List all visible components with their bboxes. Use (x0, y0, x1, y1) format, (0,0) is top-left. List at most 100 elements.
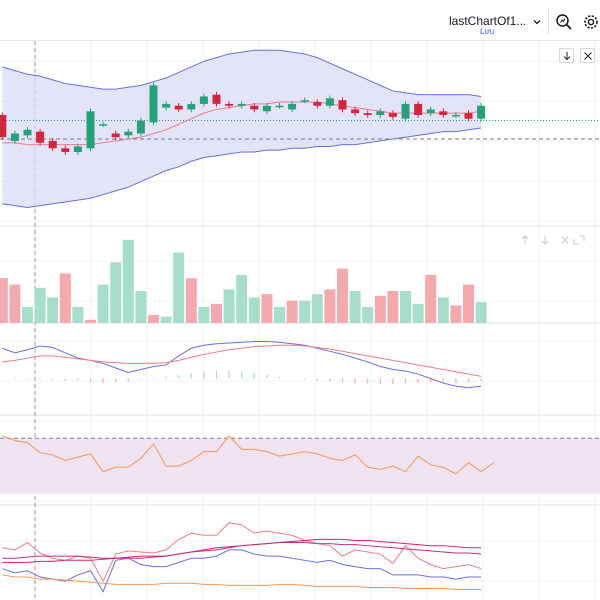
delete-pane-icon[interactable] (561, 236, 569, 244)
oscillator-line (2, 574, 482, 591)
volume-bar (337, 268, 348, 323)
candle-body (363, 113, 372, 115)
volume-bar (475, 302, 487, 323)
pane-controls (515, 233, 585, 247)
oscillator-line (2, 538, 482, 563)
candle-body (36, 131, 45, 143)
candle-body (136, 120, 145, 134)
chart-canvas[interactable] (0, 41, 600, 600)
candle-body (162, 103, 171, 108)
candle-body (262, 105, 271, 112)
candle-body (48, 140, 57, 149)
candle-body (376, 111, 385, 115)
candle-body (313, 102, 322, 106)
candle-body (174, 105, 183, 110)
gear-icon[interactable] (582, 12, 600, 32)
volume-bar (110, 262, 122, 323)
candle-body (250, 105, 259, 110)
volume-bar (349, 291, 361, 323)
candle-body (275, 105, 284, 108)
candle-body (99, 124, 108, 126)
candle-body (451, 115, 460, 117)
volume-bar (362, 307, 374, 323)
candle-body (212, 94, 221, 104)
volume-bar (412, 303, 424, 323)
candle-body (10, 133, 19, 141)
volume-bar (9, 284, 21, 323)
volume-bar (223, 289, 235, 323)
oscillator-line (2, 549, 482, 593)
volume-bar (299, 300, 311, 323)
candle-body (426, 109, 435, 114)
candle-body (149, 85, 158, 123)
candle-body (477, 105, 486, 119)
volume-bar (274, 307, 285, 323)
candle-body (325, 98, 334, 106)
volume-bar (34, 287, 46, 323)
volume-bar (236, 275, 248, 323)
volume-bar (324, 289, 336, 323)
volume-bar (72, 307, 84, 323)
volume-bar (22, 307, 33, 323)
candle-body (23, 129, 32, 136)
oscillator-line (2, 522, 482, 583)
candle-body (439, 111, 448, 115)
chevron-down-icon[interactable] (530, 15, 544, 29)
oscillator-slow-line (2, 344, 482, 377)
volume-bar (425, 275, 437, 323)
bollinger-band-fill (2, 50, 482, 208)
rsi-line (2, 435, 494, 475)
scroll-down-button[interactable] (559, 48, 574, 63)
candle-body (351, 109, 360, 114)
candle-body (464, 113, 473, 119)
top-toolbar: lastChartOf1... Lưu (0, 0, 600, 41)
oscillator-line (2, 542, 482, 559)
volume-bar (85, 319, 96, 323)
volume-bar (286, 300, 298, 323)
candle-body (414, 103, 423, 115)
volume-bar (97, 284, 109, 323)
volume-bar (173, 252, 185, 323)
candle-body (86, 111, 95, 149)
layout-save-status: Lưu (480, 27, 495, 36)
volume-bar (400, 291, 411, 323)
volume-bar (261, 294, 273, 323)
candle-body (401, 103, 410, 119)
volume-bar (374, 295, 386, 323)
search-icon[interactable] (554, 12, 574, 32)
volume-bar (185, 278, 197, 323)
candle-body (124, 131, 133, 136)
volume-bar (122, 239, 134, 323)
candle-body (0, 115, 7, 138)
candle-body (225, 103, 234, 106)
volume-bar (160, 316, 172, 323)
maximize-pane-button[interactable] (580, 48, 595, 63)
volume-bar (135, 291, 147, 323)
candle-body (73, 146, 82, 152)
volume-bar (148, 315, 159, 323)
bollinger-upper-line (2, 49, 482, 97)
volume-bar (450, 305, 462, 323)
candle-body (288, 103, 297, 110)
candle-body (61, 148, 70, 152)
volume-bar (59, 273, 71, 323)
candle-body (187, 103, 196, 110)
rsi-band (0, 438, 600, 494)
volume-bar (387, 291, 399, 323)
candle-body (199, 96, 208, 104)
move-pane-down-icon[interactable] (541, 236, 549, 245)
volume-bar (248, 297, 260, 323)
volume-bar (198, 307, 210, 323)
candle-body (111, 133, 120, 138)
oscillator-fast-line (2, 340, 482, 389)
volume-bar (47, 297, 59, 323)
candle-body (300, 100, 309, 102)
candle-body (338, 100, 347, 110)
move-pane-up-icon[interactable] (521, 235, 529, 244)
volume-bar (437, 297, 449, 323)
volume-bar (0, 278, 8, 323)
toolbar-divider (548, 8, 549, 34)
volume-bar (311, 294, 323, 323)
layout-name[interactable]: lastChartOf1... (449, 14, 527, 28)
maximize-pane-icon[interactable] (573, 235, 585, 245)
